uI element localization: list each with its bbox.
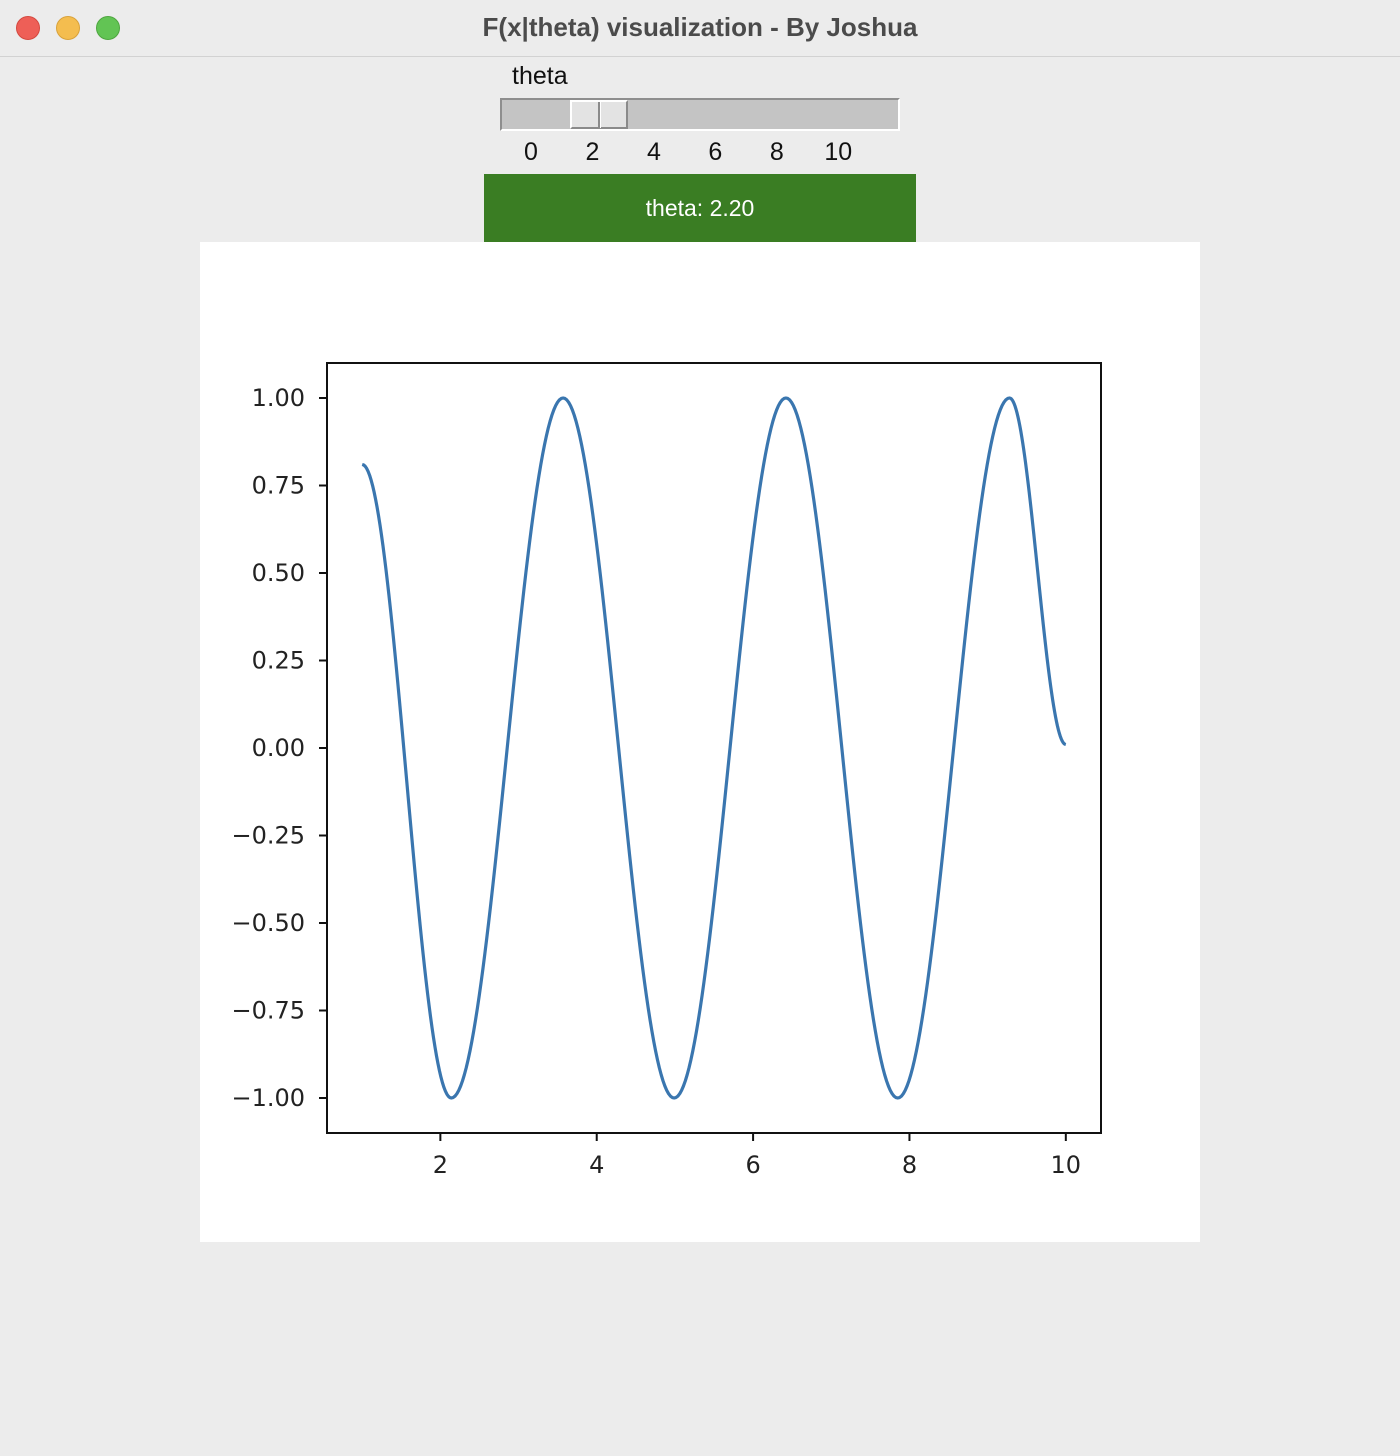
title-bar[interactable]: F(x|theta) visualization - By Joshua [0, 0, 1400, 57]
x-tick-label: 8 [902, 1151, 917, 1179]
slider-handle-grip [597, 102, 601, 128]
zoom-window-button[interactable] [96, 16, 120, 40]
slider-tick-label: 4 [646, 138, 661, 166]
y-tick-label: 0.25 [252, 647, 305, 675]
y-tick-label: 0.00 [252, 734, 305, 762]
slider-tick-label: 8 [769, 138, 784, 166]
x-tick-label: 6 [745, 1151, 760, 1179]
window-title: F(x|theta) visualization - By Joshua [482, 12, 918, 42]
slider-tick-label: 0 [524, 138, 538, 166]
y-tick-label: −0.50 [231, 909, 305, 937]
x-tick-label: 10 [1051, 1151, 1082, 1179]
plot-canvas: 1.00 0.75 0.50 0.25 0.00 −0.25 −0.50 −0.75 −1.00… [200, 242, 1200, 1242]
y-tick-label: −1.00 [231, 1084, 305, 1112]
theta-slider[interactable] [500, 98, 900, 131]
sine-plot: 1.00 0.75 0.50 0.25 0.00 −0.25 −0.50 −0.75 −1.00… [231, 362, 1102, 1179]
x-tick-label: 4 [589, 1151, 604, 1179]
y-tick-label: 1.00 [252, 384, 305, 412]
y-tick-label: −0.25 [231, 822, 305, 850]
x-tick-label: 2 [433, 1151, 448, 1179]
data-line [361, 396, 1067, 1100]
slider-tick-label: 10 [824, 138, 853, 166]
y-tick-label: 0.75 [252, 472, 305, 500]
theta-slider-handle[interactable] [569, 100, 628, 129]
minimize-window-button[interactable] [56, 16, 80, 40]
theta-value-display: theta: 2.20 [484, 174, 916, 242]
slider-tick-label: 6 [708, 138, 723, 166]
y-tick-label: 0.50 [252, 559, 305, 587]
slider-tick-label: 2 [585, 138, 600, 166]
theta-slider-label: theta [512, 62, 568, 90]
close-window-button[interactable] [16, 16, 40, 40]
y-tick-label: −0.75 [231, 997, 305, 1025]
